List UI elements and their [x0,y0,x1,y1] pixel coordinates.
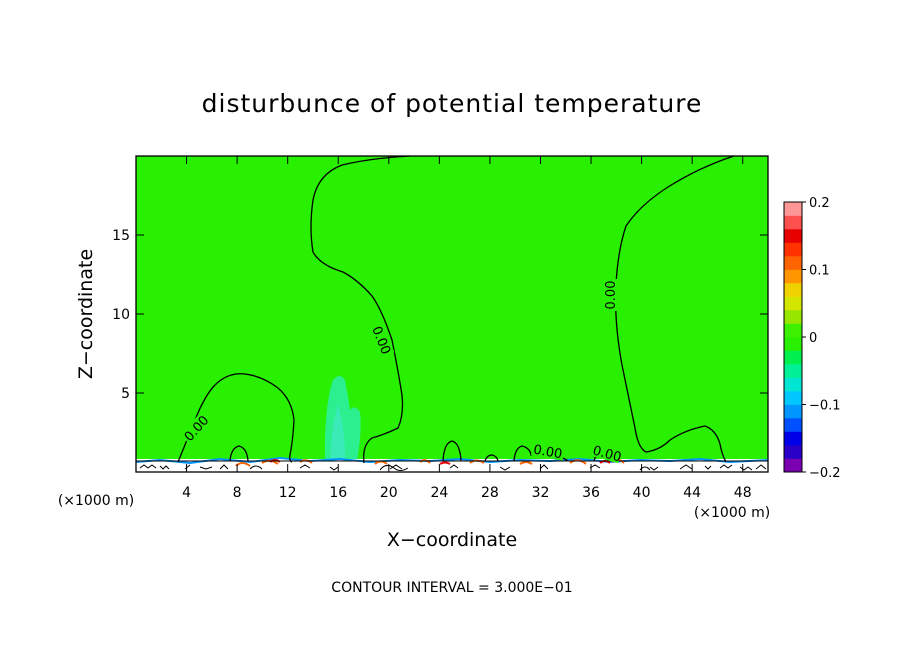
x-axis: 4 8 12 16 20 24 28 32 36 40 44 48 [182,156,752,501]
x-tick-label: 16 [329,485,347,501]
cold-plume-core [330,405,346,472]
x-tick-label: 40 [633,485,651,501]
x-tick-label: 12 [279,485,297,501]
x-tick-label: 32 [532,485,550,501]
colorbar-cell [784,445,802,459]
colorbar-tick-label: −0.1 [809,399,841,414]
colorbar-cell [784,323,802,338]
contour-label-right: 0.00 [604,281,619,310]
colorbar-cell [784,350,802,365]
contour-mid-bump [442,440,462,462]
x-tick-label: 48 [734,485,752,501]
contour-left-bubble [177,373,295,463]
x-unit-label: (×1000 m) [694,505,770,521]
x-axis-label: X−coordinate [387,529,517,551]
x-tick-label: 28 [481,485,499,501]
y-tick-label: 10 [112,307,130,323]
colorbar-tick-label: −0.2 [809,466,841,481]
colorbar-tick-label: 0.2 [809,196,830,211]
colorbar-cell [784,269,802,284]
colorbar-cell [784,283,802,297]
colorbar-cell [784,296,802,311]
colorbar-cell [784,242,802,257]
colorbar-tick-label: 0.1 [809,264,830,279]
plot-area: 0.00 0.00 0.00 0.00 0.00 [135,155,769,473]
colorbar-cell [784,202,802,216]
colorbar-cell [784,364,802,378]
x-tick-label: 20 [380,485,398,501]
y-unit-label: (×1000 m) [58,493,134,509]
colorbar: 0.2 0.1 0 −0.1 −0.2 [783,196,841,481]
y-tick-label: 15 [112,228,130,244]
x-tick-label: 36 [582,485,600,501]
colorbar-cell [784,337,802,351]
colorbar-cell [784,431,802,446]
contour-left-bump [229,445,249,462]
colorbar-cell [784,458,802,473]
x-tick-label: 44 [683,485,701,501]
x-tick-label: 8 [233,485,242,501]
colorbar-cell [784,377,802,392]
y-axis-label: Z−coordinate [75,249,97,379]
colorbar-cell [784,229,802,243]
y-tick-label: 5 [121,386,130,402]
colorbar-cell [784,256,802,270]
colorbar-cell [784,391,802,405]
contour-interval: CONTOUR INTERVAL = 3.000E−01 [331,580,572,596]
field-background [136,156,768,472]
contour-label-small: 0.00 [591,443,623,465]
colorbar-cell [784,404,802,419]
x-tick-label: 4 [182,485,191,501]
contour-label-mid: 0.00 [532,443,563,463]
contour-center-plume [310,155,411,464]
x-tick-label: 24 [430,485,448,501]
chart-title: disturbunce of potential temperature [202,89,703,118]
colorbar-cell [784,310,802,324]
colorbar-cell [784,418,802,432]
colorbar-cell [784,215,802,230]
boundary-layer [135,456,769,472]
colorbar-tick-label: 0 [809,331,817,346]
y-axis: 5 10 15 [112,228,768,402]
contour-right-plume [614,155,735,463]
